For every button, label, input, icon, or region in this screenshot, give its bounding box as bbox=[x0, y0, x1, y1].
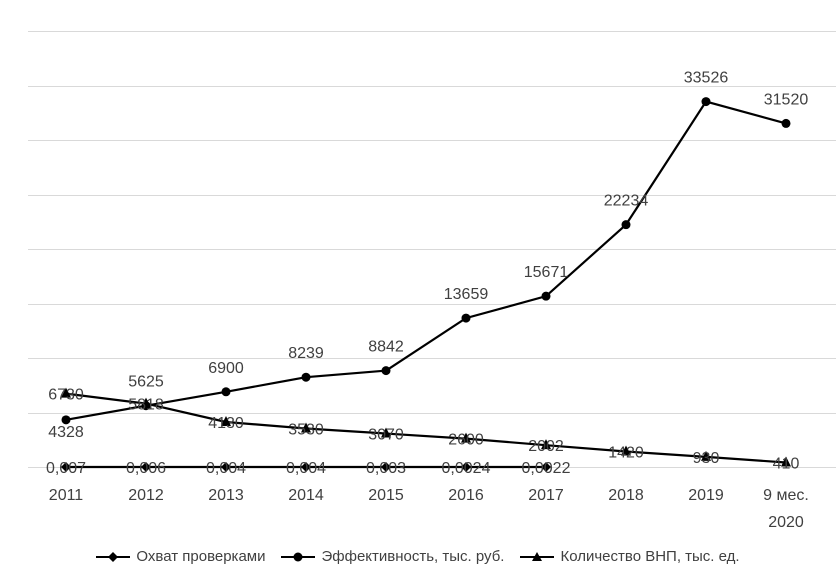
data-label: 6900 bbox=[208, 360, 244, 377]
legend-item-coverage: Охват проверками bbox=[96, 548, 265, 565]
data-label: 0,004 bbox=[206, 460, 246, 477]
x-tick-label: 2017 bbox=[528, 487, 564, 504]
data-label: 13659 bbox=[444, 286, 489, 303]
data-label: 410 bbox=[773, 456, 800, 473]
data-label: 0,004 bbox=[286, 460, 326, 477]
data-label: 15671 bbox=[524, 264, 569, 281]
legend-triangle-marker-icon bbox=[520, 551, 555, 561]
data-point-marker bbox=[61, 387, 71, 398]
data-point-marker bbox=[381, 427, 391, 438]
data-label: 0,007 bbox=[46, 460, 86, 477]
legend-label-efficiency: Эффективность, тыс. руб. bbox=[321, 548, 505, 565]
data-point-marker bbox=[141, 461, 151, 472]
data-point-marker bbox=[381, 366, 391, 376]
data-point-marker bbox=[301, 461, 311, 472]
data-point-marker bbox=[381, 461, 391, 472]
data-point-marker bbox=[301, 422, 311, 433]
x-tick-label: 2014 bbox=[288, 487, 324, 504]
data-label: 3070 bbox=[368, 427, 404, 444]
data-point-marker bbox=[701, 97, 711, 107]
data-label: 5625 bbox=[128, 374, 164, 391]
legend-item-inspections-count: Количество ВНП, тыс. ед. bbox=[520, 548, 740, 565]
series-line bbox=[65, 100, 787, 421]
legend-label-coverage: Охват проверками bbox=[136, 548, 266, 565]
data-point-marker bbox=[621, 220, 631, 230]
series-line bbox=[65, 392, 787, 464]
legend-label-inspections-count: Количество ВНП, тыс. ед. bbox=[560, 548, 740, 565]
line-chart: 2011 2012 2013 2014 2015 2016 2017 2018 2019 9 ме… bbox=[28, 31, 836, 531]
data-label: 2002 bbox=[528, 438, 564, 455]
data-point-marker bbox=[781, 456, 791, 467]
x-tick-label: 2018 bbox=[608, 487, 644, 504]
data-point-marker bbox=[701, 450, 711, 461]
data-label: 22234 bbox=[604, 193, 649, 210]
data-point-marker bbox=[221, 461, 231, 472]
data-point-marker bbox=[61, 461, 71, 472]
x-tick-label: 2016 bbox=[448, 487, 484, 504]
data-label: 5818 bbox=[128, 397, 164, 414]
data-label: 0,003 bbox=[366, 460, 406, 477]
data-label: 2600 bbox=[448, 432, 484, 449]
data-label: 1420 bbox=[608, 445, 644, 462]
data-label: 8842 bbox=[368, 339, 404, 356]
data-point-marker bbox=[461, 432, 471, 443]
data-point-marker bbox=[541, 461, 551, 472]
data-point-marker bbox=[621, 445, 631, 456]
data-point-marker bbox=[461, 313, 471, 323]
data-label: 0,0024 bbox=[442, 460, 491, 477]
legend: Охват проверками Эффективность, тыс. руб… bbox=[0, 548, 836, 565]
legend-diamond-marker-icon bbox=[96, 551, 131, 562]
data-point-marker bbox=[141, 397, 151, 408]
x-tick-label: 2012 bbox=[128, 487, 164, 504]
data-point-marker bbox=[541, 291, 551, 301]
x-tick-label: 2019 bbox=[688, 487, 724, 504]
x-tick-label: 2015 bbox=[368, 487, 404, 504]
data-point-marker bbox=[301, 372, 311, 382]
x-tick-label: 9 мес. bbox=[763, 487, 809, 504]
x-tick-label: 2013 bbox=[208, 487, 244, 504]
data-point-marker bbox=[221, 387, 231, 397]
data-label: 0,0022 bbox=[522, 460, 571, 477]
data-label: 0,006 bbox=[126, 460, 166, 477]
data-point-marker bbox=[221, 415, 231, 426]
data-label: 4130 bbox=[208, 415, 244, 432]
data-point-marker bbox=[781, 118, 791, 128]
data-label: 8239 bbox=[288, 345, 324, 362]
data-point-marker bbox=[61, 415, 71, 425]
x-tick-label: 2020 bbox=[768, 514, 804, 531]
legend-item-efficiency: Эффективность, тыс. руб. bbox=[281, 548, 504, 565]
data-label: 31520 bbox=[764, 91, 809, 108]
data-label: 6730 bbox=[48, 387, 84, 404]
data-label: 4328 bbox=[48, 424, 84, 441]
data-point-marker bbox=[461, 461, 471, 472]
data-point-marker bbox=[541, 439, 551, 450]
data-label: 33526 bbox=[684, 70, 729, 87]
data-label: 930 bbox=[693, 450, 720, 467]
x-tick-label: 2011 bbox=[49, 487, 84, 504]
legend-circle-marker-icon bbox=[281, 552, 316, 561]
data-label: 3530 bbox=[288, 422, 324, 439]
